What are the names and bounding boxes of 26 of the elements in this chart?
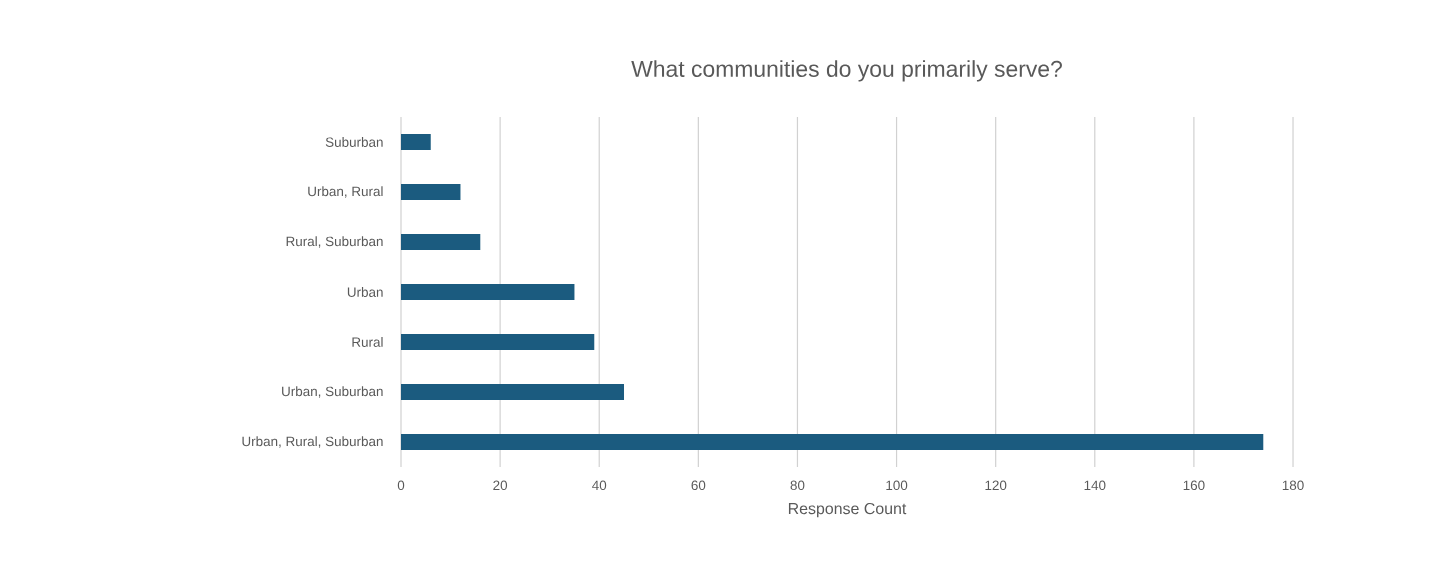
bar (401, 434, 1264, 450)
x-tick-label: 120 (985, 480, 1007, 491)
y-tick-label: Urban, Rural (308, 186, 383, 198)
bar (401, 234, 481, 251)
x-tick-label: 140 (1084, 480, 1106, 491)
y-tick-label: Urban, Suburban (282, 386, 383, 398)
y-tick-label: Rural (352, 337, 383, 347)
x-tick-label: 0 (397, 480, 405, 491)
bar (401, 334, 595, 350)
x-tick-label: 80 (790, 480, 805, 491)
x-tick-label: 60 (691, 480, 706, 491)
bar (401, 384, 624, 400)
bar (401, 284, 575, 300)
bar (401, 184, 461, 201)
chart-title: What communities do you primarily serve? (631, 60, 1062, 82)
y-tick-label: Suburban (325, 137, 383, 147)
x-tick-label: 100 (886, 480, 908, 491)
bar (401, 134, 431, 151)
x-axis-title: Response Count (788, 502, 907, 518)
y-tick-label: Urban, Rural, Suburban (242, 436, 383, 448)
x-tick-label: 160 (1183, 480, 1205, 491)
y-tick-label: Rural, Suburban (286, 236, 383, 248)
x-tick-label: 40 (592, 480, 607, 491)
x-tick-label: 20 (493, 480, 508, 491)
y-tick-label: Urban (347, 287, 383, 297)
x-tick-label: 180 (1282, 480, 1304, 491)
